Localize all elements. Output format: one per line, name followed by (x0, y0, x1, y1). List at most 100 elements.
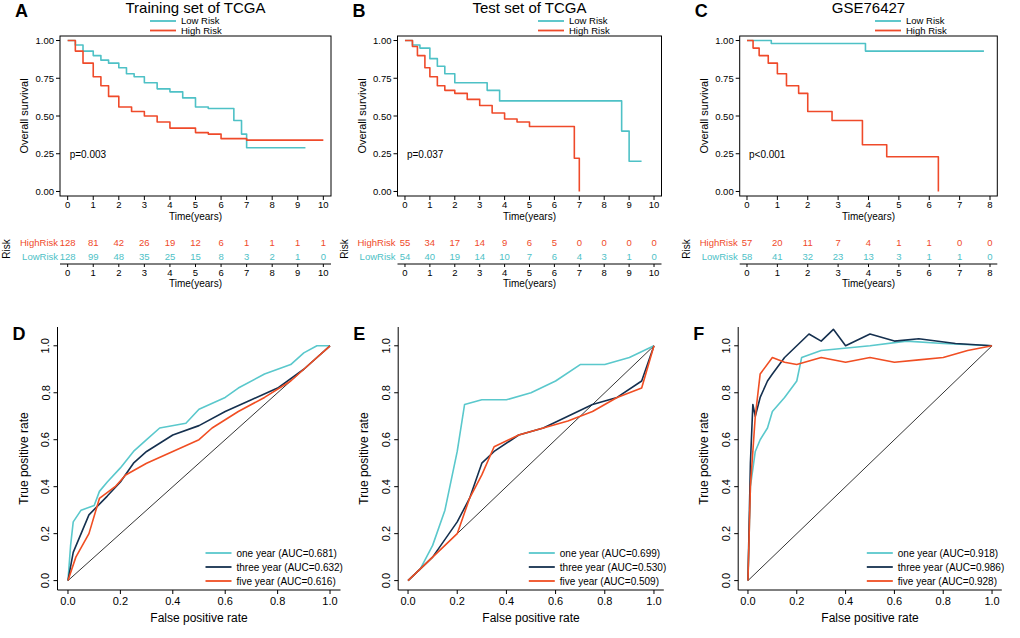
risk-count: 3 (896, 251, 901, 262)
y-axis (398, 327, 399, 590)
x-tick-label: 0.4 (838, 595, 853, 607)
panel-label: E (353, 324, 365, 344)
y-tick (56, 153, 60, 154)
series-line (68, 346, 330, 581)
legend-swatch (206, 552, 232, 554)
reference-group (68, 346, 330, 581)
risk-count: 0 (651, 251, 656, 262)
x-tick (653, 590, 654, 594)
risk-x-tick-label: 9 (626, 267, 631, 278)
y-tick-label: 1.0 (380, 338, 392, 353)
x-tick (796, 590, 797, 594)
risk-count: 99 (88, 251, 99, 262)
x-tick-label: 0.6 (887, 595, 902, 607)
legend-swatch (150, 20, 176, 22)
risk-table-title: Risk (339, 238, 350, 258)
y-tick (56, 191, 60, 192)
x-tick-label: 0.6 (218, 595, 233, 607)
y-tick (394, 191, 398, 192)
risk-table: HighRisk128814226191261111LowRisk1289948… (1, 237, 331, 290)
risk-x-tick-label: 1 (775, 267, 780, 278)
legend-swatch (875, 20, 901, 22)
risk-count: 25 (165, 251, 176, 262)
y-tick-label: 0.75 (715, 73, 734, 84)
risk-count: 6 (218, 237, 223, 248)
y-axis-label: Overall survival (356, 78, 368, 153)
x-axis (398, 590, 664, 591)
risk-x-tick-label: 3 (142, 267, 147, 278)
risk-x-tick-label: 4 (502, 267, 507, 278)
risk-count: 32 (802, 251, 813, 262)
x-tick-label: 0.8 (270, 595, 285, 607)
x-tick (506, 590, 507, 594)
risk-count: 7 (527, 251, 532, 262)
x-tick-label: 0.8 (597, 595, 612, 607)
risk-count: 4 (577, 251, 582, 262)
x-tick-label: 1 (775, 199, 780, 210)
risk-x-tick-label: 0 (402, 267, 407, 278)
reference-group (408, 346, 654, 581)
risk-x-tick-label: 0 (744, 267, 749, 278)
y-tick (736, 116, 740, 117)
risk-x-tick-label: 8 (270, 267, 275, 278)
x-tick-label: 9 (295, 199, 300, 210)
risk-count: 15 (190, 251, 201, 262)
y-axis-label: True positive rate (17, 412, 31, 505)
risk-count: 3 (602, 251, 607, 262)
x-tick-label: 0.2 (113, 595, 128, 607)
risk-row-label: LowRisk (702, 251, 738, 262)
risk-count: 1 (321, 237, 326, 248)
risk-count: 8 (218, 251, 223, 262)
legend-swatch (867, 580, 893, 582)
y-tick-label: 0.8 (380, 385, 392, 400)
x-axis-label: Time(years) (169, 211, 222, 222)
y-tick (734, 486, 738, 487)
y-tick-label: 0.25 (36, 148, 55, 159)
y-tick (394, 40, 398, 41)
x-tick-label: 10 (318, 199, 329, 210)
risk-count: 7 (835, 237, 840, 248)
plot-frame (398, 36, 662, 196)
series-group (747, 41, 984, 192)
y-tick-label: 0.6 (40, 432, 52, 447)
risk-count: 23 (833, 251, 844, 262)
y-tick-label: 0.50 (715, 111, 734, 122)
risk-x-tick-label: 4 (866, 267, 871, 278)
plot-frame (60, 36, 331, 196)
y-tick (56, 78, 60, 79)
legend-swatch (150, 30, 176, 32)
legend-label: three year (AUC=0.530) (560, 562, 666, 573)
y-tick-label: 0.0 (40, 573, 52, 588)
risk-x-tick-label: 1 (91, 267, 96, 278)
x-tick-label: 4 (502, 199, 507, 210)
series-line (748, 346, 992, 581)
x-axis-label: False positive rate (482, 611, 580, 625)
risk-x-tick-label: 10 (649, 267, 660, 278)
y-tick (394, 78, 398, 79)
legend-label: five year (AUC=0.509) (560, 576, 659, 587)
y-tick (54, 486, 58, 487)
x-tick (894, 590, 895, 594)
y-tick (734, 580, 738, 581)
risk-x-tick-label: 9 (295, 267, 300, 278)
panel: 0.00.20.40.60.81.00.00.20.40.60.81.0Fals… (693, 324, 1004, 625)
reference-group (748, 346, 992, 581)
risk-count: 0 (987, 237, 992, 248)
x-tick-label: 7 (244, 199, 249, 210)
series-group (408, 346, 654, 581)
panel-label: B (353, 1, 366, 21)
x-tick-label: 0.0 (400, 595, 415, 607)
annotation: p=0.037 (407, 149, 444, 160)
risk-x-tick-label: 2 (116, 267, 121, 278)
legend-swatch (529, 552, 555, 554)
x-tick-label: 2 (452, 199, 457, 210)
y-tick-label: 0.6 (720, 432, 732, 447)
risk-count: 13 (863, 251, 874, 262)
series-line (68, 346, 330, 581)
risk-count: 128 (60, 237, 76, 248)
x-tick (845, 590, 846, 594)
y-tick-label: 0.00 (715, 186, 734, 197)
series-group (405, 41, 642, 192)
y-tick (56, 116, 60, 117)
annotation: p<0.001 (749, 149, 786, 160)
